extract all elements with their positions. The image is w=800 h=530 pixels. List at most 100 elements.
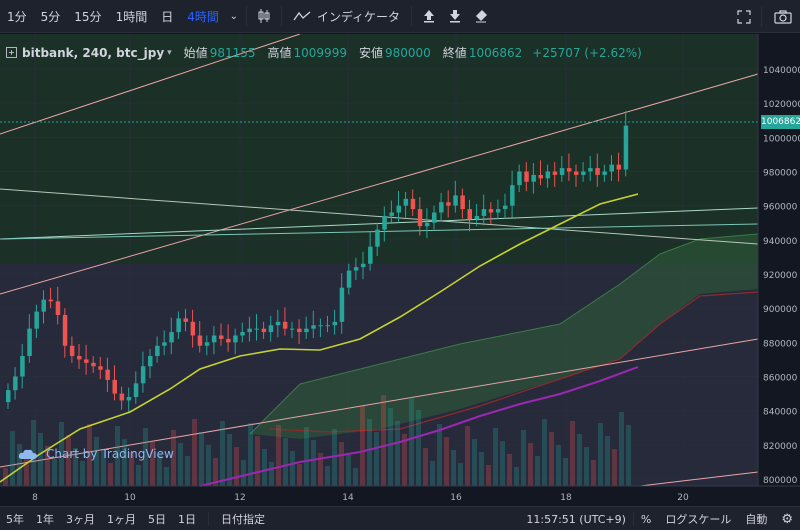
chevron-down-icon[interactable]: ▾	[167, 47, 172, 58]
long-moving-average-line	[199, 366, 639, 487]
candle-body	[77, 356, 82, 360]
candle-body	[254, 328, 259, 330]
candle-body	[226, 338, 231, 343]
candle-body	[623, 125, 629, 170]
candle-body	[595, 168, 600, 175]
divider	[632, 512, 634, 526]
clock-time[interactable]: 11:57:51 (UTC+9)	[526, 512, 626, 526]
price-tick-label: 940000	[763, 237, 798, 247]
interval-15m[interactable]: 15分	[74, 9, 102, 24]
range-5y[interactable]: 5年	[6, 512, 24, 526]
candle-body	[133, 383, 139, 397]
percent-toggle[interactable]: %	[640, 512, 652, 526]
volume-bar	[605, 436, 610, 486]
volume-bar	[549, 432, 554, 486]
candle-body	[403, 198, 409, 206]
candlestick-icon[interactable]	[251, 0, 277, 33]
trend-line	[0, 34, 301, 135]
volume-bar	[213, 458, 218, 486]
auto-scale-toggle[interactable]: 自動	[745, 513, 768, 526]
volume-bar	[227, 434, 232, 486]
download-icon[interactable]	[442, 0, 468, 33]
candle-body	[410, 198, 416, 210]
fullscreen-icon[interactable]	[731, 0, 757, 33]
interval-1h[interactable]: 1時間	[115, 9, 148, 24]
interval-1d[interactable]: 日	[161, 9, 174, 24]
volume-bar	[136, 465, 141, 486]
range-5d[interactable]: 5日	[148, 512, 166, 526]
log-scale-toggle[interactable]: ログスケール	[665, 513, 732, 526]
range-3m[interactable]: 3ヶ月	[66, 512, 95, 526]
range-1m[interactable]: 1ヶ月	[107, 512, 136, 526]
high-label: 高値	[267, 46, 292, 60]
time-tick-label: 8	[32, 493, 38, 503]
volume-bar	[591, 460, 596, 486]
volume-bar	[374, 432, 379, 486]
candle-body	[552, 171, 558, 175]
volume-bar	[248, 423, 253, 486]
candle-body	[531, 174, 536, 182]
candle-body	[190, 321, 196, 336]
candle-body	[197, 335, 203, 346]
candle-body	[339, 287, 345, 322]
candle-body	[304, 328, 309, 333]
goto-date-button[interactable]: 日付指定	[221, 512, 265, 526]
support-line	[0, 207, 759, 240]
candle-body	[396, 205, 401, 213]
price-tick-label: 920000	[763, 271, 798, 281]
interval-1m[interactable]: 1分	[7, 9, 27, 24]
time-tick-label: 14	[342, 493, 354, 503]
candle-body	[204, 342, 210, 346]
trend-line	[639, 471, 759, 487]
range-1d[interactable]: 1日	[178, 512, 196, 526]
candle-body	[474, 215, 480, 220]
candle-body	[13, 376, 18, 391]
volume-bar	[45, 446, 50, 486]
candle-body	[581, 171, 586, 175]
candle-body	[34, 311, 39, 329]
range-1y[interactable]: 1年	[36, 512, 54, 526]
volume-bar	[157, 454, 162, 486]
volume-bar	[514, 467, 519, 486]
price-tick-label: 900000	[763, 305, 798, 315]
indicators-button[interactable]: インディケータ	[286, 0, 407, 33]
candle-body	[460, 195, 465, 210]
candle-body	[20, 356, 25, 377]
volume-bar	[31, 420, 36, 486]
volume-bar	[276, 425, 281, 486]
collapse-legend-icon[interactable]	[6, 47, 17, 58]
volume-bar	[395, 421, 400, 486]
candle-body	[62, 315, 68, 346]
interval-4h[interactable]: 4時間	[187, 9, 219, 24]
volume-bar	[465, 426, 470, 486]
candle-body	[211, 335, 217, 343]
tradingview-watermark[interactable]: Chart by TradingView	[18, 447, 174, 461]
upload-icon[interactable]	[416, 0, 442, 33]
indicator-wave-icon	[293, 11, 311, 21]
candle-body	[297, 328, 302, 333]
candle-body	[616, 164, 622, 170]
candle-body	[126, 397, 132, 401]
horizontal-trend-line	[0, 188, 759, 245]
camera-icon[interactable]	[766, 0, 800, 33]
volume-bar	[269, 462, 274, 486]
cloud-upper-line	[249, 233, 759, 435]
candle-body	[538, 174, 543, 179]
interval-5m[interactable]: 5分	[40, 9, 61, 24]
symbol-name[interactable]: bitbank, 240, btc_jpy	[22, 45, 165, 60]
divider	[245, 6, 247, 26]
candle-body	[219, 335, 224, 339]
volume-bar	[101, 450, 106, 486]
change-value: +25707 (+2.62%)	[532, 45, 642, 60]
gear-icon[interactable]: ⚙	[781, 511, 793, 527]
chart-area[interactable]: 1040000 1020000 1000000 980000 960000 940000 9…	[0, 34, 800, 506]
eraser-icon[interactable]	[468, 0, 494, 33]
volume-bar	[619, 412, 624, 486]
price-chart[interactable]: 1040000 1020000 1000000 980000 960000 940000 9…	[0, 34, 800, 506]
volume-bar	[115, 426, 120, 486]
volume-bar	[311, 440, 316, 486]
candle-body	[240, 332, 245, 336]
chevron-down-icon[interactable]: ⌄	[229, 10, 239, 22]
candle-body	[424, 222, 430, 227]
candle-body	[609, 164, 614, 172]
